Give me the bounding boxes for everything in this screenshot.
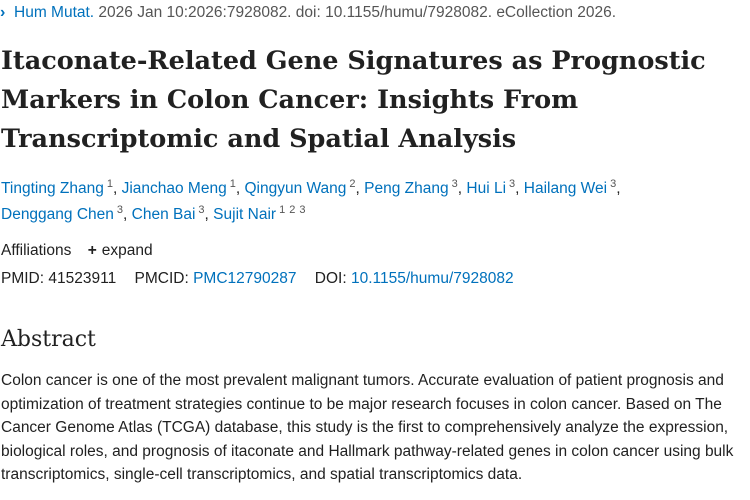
author-name-link[interactable]: Hui Li (466, 180, 507, 197)
author-item: Peng Zhang 3 (364, 178, 458, 198)
author-name-link[interactable]: Hailang Wei (523, 180, 608, 197)
affiliation-number-link[interactable]: 3 (610, 178, 617, 190)
author-separator: , (457, 180, 467, 197)
article-title: Itaconate-Related Gene Signatures as Pro… (1, 46, 706, 154)
author-name-link[interactable]: Sujit Nair (213, 206, 277, 223)
author-separator: , (355, 180, 365, 197)
affiliation-number-link[interactable]: 1 (229, 178, 236, 190)
author-item: Sujit Nair 1 2 3 (213, 204, 305, 224)
pmcid-link[interactable]: PMC12790287 (193, 270, 297, 287)
doi-label: DOI: (314, 270, 347, 287)
affiliation-numbers: 2 (349, 178, 355, 190)
author-item: Hailang Wei 3 (523, 178, 616, 198)
affiliation-numbers: 3 (117, 204, 123, 216)
affiliation-number-link[interactable]: 3 (451, 178, 458, 190)
author-item: Qingyun Wang 2 (244, 178, 355, 198)
author-name-link[interactable]: Qingyun Wang (244, 180, 347, 197)
doi-link[interactable]: 10.1155/humu/7928082 (350, 270, 514, 287)
author-item: Tingting Zhang 1 (1, 178, 113, 198)
expand-affiliations-button[interactable]: + expand (88, 242, 153, 259)
pmcid-label: PMCID: (134, 270, 189, 287)
author-separator: , (123, 206, 132, 223)
affiliations-row: Affiliations + expand (1, 241, 153, 261)
affiliation-number-link[interactable]: 3 (299, 204, 306, 216)
affiliation-number-link[interactable]: 3 (198, 204, 205, 216)
affiliation-number-link[interactable]: 2 (349, 178, 356, 190)
author-name-link[interactable]: Chen Bai (131, 206, 196, 223)
affiliation-numbers: 3 (198, 204, 204, 216)
author-separator: , (235, 180, 245, 197)
abstract-text: Colon cancer is one of the most prevalen… (1, 372, 734, 483)
chevron-right-icon: › (0, 4, 6, 21)
author-name-link[interactable]: Jianchao Meng (121, 180, 227, 197)
pmid-label: PMID: (1, 270, 45, 287)
author-name-link[interactable]: Peng Zhang (364, 180, 449, 197)
affiliation-numbers: 1 (230, 178, 236, 190)
identifiers-row: PMID: 41523911 PMCID: PMC12790287 DOI: 1… (1, 269, 514, 289)
author-item: Jianchao Meng 1 (121, 178, 236, 198)
abstract-heading: Abstract (1, 327, 96, 352)
plus-icon: + (87, 242, 97, 259)
affiliations-label: Affiliations (1, 242, 72, 259)
affiliation-number-link[interactable]: 1 (106, 178, 113, 190)
affiliation-number-link[interactable]: 3 (509, 178, 516, 190)
author-list: Tingting Zhang 1, Jianchao Meng 1, Qingyun… (1, 176, 746, 228)
affiliation-numbers: 3 (509, 178, 515, 190)
author-separator: , (112, 180, 122, 197)
expand-label: expand (101, 242, 153, 259)
affiliation-number-link[interactable]: 1 (279, 204, 286, 216)
affiliation-numbers: 3 (452, 178, 458, 190)
author-separator: , (616, 180, 621, 197)
author-item: Hui Li 3 (466, 178, 515, 198)
pmid-value: 41523911 (48, 270, 117, 287)
citation-details: 2026 Jan 10:2026:7928082. doi: 10.1155/h… (98, 4, 617, 21)
affiliation-numbers: 3 (610, 178, 616, 190)
author-separator: , (515, 180, 524, 197)
citation-line: › Hum Mutat. 2026 Jan 10:2026:7928082. do… (0, 3, 616, 23)
affiliation-number-link[interactable]: 2 (289, 204, 296, 216)
author-item: Denggang Chen 3 (1, 204, 123, 224)
author-separator: , (204, 206, 214, 223)
affiliation-numbers: 1 (107, 178, 113, 190)
author-name-link[interactable]: Tingting Zhang (1, 180, 104, 197)
affiliation-number-link[interactable]: 3 (116, 204, 124, 216)
journal-link[interactable]: Hum Mutat. (14, 4, 95, 21)
author-item: Chen Bai 3 (131, 204, 205, 224)
author-name-link[interactable]: Denggang Chen (1, 206, 114, 223)
